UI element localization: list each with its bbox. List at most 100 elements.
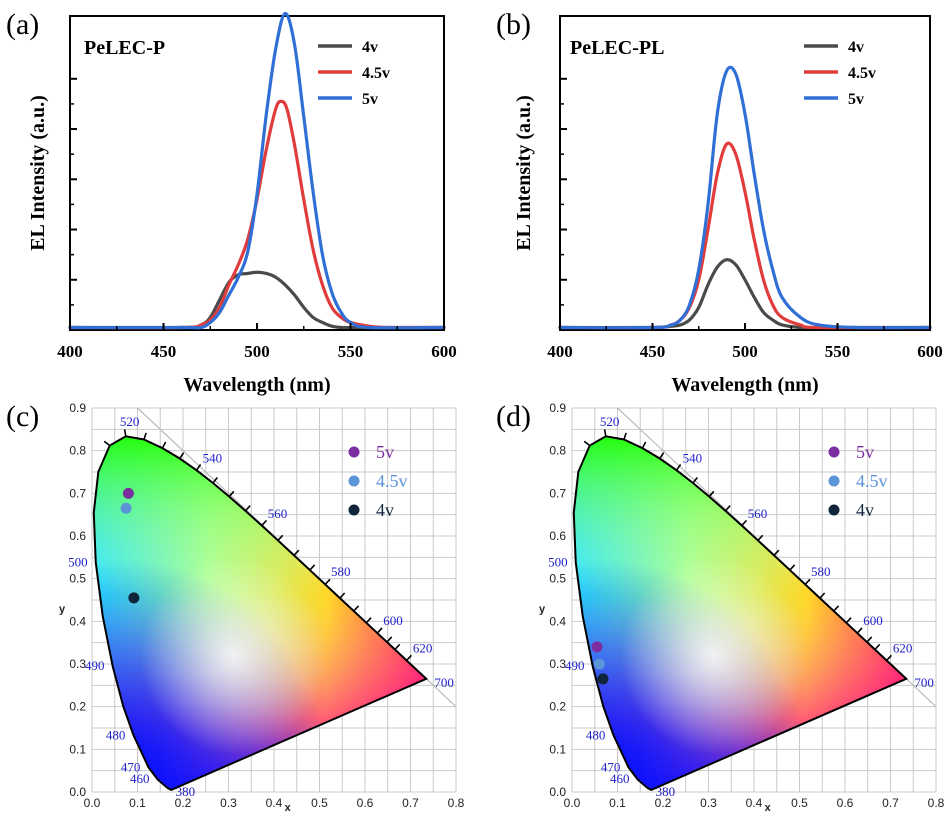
locus-tick-d-13 — [623, 432, 627, 440]
locus-tick-d-23 — [789, 564, 796, 571]
x-tick-label-d-5: 0.5 — [791, 796, 808, 810]
cie-legend-dot-d-1 — [828, 475, 840, 487]
y-tick-label-d-2: 0.2 — [549, 700, 566, 714]
x-tick-label-c-8: 0.8 — [448, 796, 465, 810]
wavelength-label-d-4: 490 — [565, 658, 585, 673]
wavelength-label-c-4: 490 — [85, 658, 105, 673]
x-tick-label-a-0: 400 — [57, 342, 83, 361]
cie-point-c-0 — [122, 487, 134, 499]
locus-tick-c-30 — [394, 643, 401, 651]
y-tick-label-d-8: 0.8 — [549, 444, 566, 458]
locus-tick-c-29 — [386, 636, 393, 643]
wavelength-label-d-7: 540 — [683, 450, 703, 465]
x-tick-label-d-7: 0.7 — [882, 796, 899, 810]
spectral-locus-c — [92, 435, 429, 791]
wavelength-label-c-10: 600 — [383, 613, 403, 628]
series-line-a-2 — [68, 11, 446, 330]
cie-legend-label-c-0: 5v — [376, 442, 394, 462]
y-tick-label-c-9: 0.9 — [69, 401, 86, 415]
locus-tick-c-13 — [143, 432, 147, 440]
y-tick-label-d-9: 0.9 — [549, 401, 566, 415]
y-ticks-b — [560, 77, 567, 306]
panel-letter-a: (a) — [6, 8, 39, 41]
wavelength-label-c-0: 380 — [176, 784, 196, 799]
series-line-b-2 — [558, 65, 932, 330]
x-tick-label-b-3: 550 — [825, 342, 851, 361]
wavelength-label-d-6: 520 — [600, 414, 620, 429]
x-axis-title-a: Wavelength (nm) — [183, 374, 330, 396]
wavelength-label-d-8: 560 — [748, 506, 768, 521]
locus-tick-c-20 — [261, 519, 268, 527]
panel-b-spectrum: (b) PeLEC-PL 400 450 500 550 600 4v 4.5v 5v Wa… — [496, 8, 943, 396]
gamut-fill-white-d — [573, 436, 907, 790]
cie-legend-label-d-1: 4.5v — [856, 471, 888, 491]
wavelength-label-c-12: 700 — [434, 675, 454, 690]
x-tick-label-c-1: 0.1 — [129, 796, 146, 810]
locus-tick-d-17 — [692, 477, 698, 484]
y-tick-label-d-5: 0.5 — [549, 572, 566, 586]
x-tick-label-d-8: 0.8 — [928, 796, 944, 810]
x-tick-label-d-0: 0.0 — [564, 796, 581, 810]
locus-tick-c-21 — [277, 534, 284, 541]
x-axis-letter-c: x — [285, 802, 292, 814]
locus-tick-d-20 — [741, 519, 748, 527]
cie-legend-dot-c-2 — [348, 504, 360, 516]
legend-a: 4v 4.5v 5v — [318, 39, 390, 108]
series-lines-a — [68, 11, 446, 330]
y-axis-letter-d: y — [539, 604, 546, 616]
y-tick-label-c-8: 0.8 — [69, 444, 86, 458]
y-tick-label-c-4: 0.4 — [69, 614, 86, 628]
wavelength-label-d-2: 470 — [601, 759, 621, 774]
wavelength-label-c-8: 560 — [268, 506, 288, 521]
wavelength-label-d-12: 700 — [914, 675, 934, 690]
x-tick-label-c-5: 0.5 — [311, 796, 328, 810]
y-tick-label-d-0: 0.0 — [549, 785, 566, 799]
plot-title-a: PeLEC-P — [84, 37, 165, 59]
locus-tick-c-19 — [244, 505, 251, 512]
x-tick-label-c-0: 0.0 — [84, 796, 101, 810]
y-axis-title-b: EL Intensity (a.u.) — [513, 95, 535, 251]
x-tick-label-d-4: 0.4 — [746, 796, 763, 810]
locus-tick-c-15 — [179, 452, 185, 459]
x-tick-label-c-6: 0.6 — [357, 796, 374, 810]
y-tick-label-c-1: 0.1 — [69, 742, 86, 756]
locus-tick-d-28 — [856, 627, 863, 634]
locus-tick-d-19 — [724, 505, 731, 512]
x-ticks-b: 400 450 500 550 600 — [547, 323, 943, 361]
wavelength-label-d-5: 500 — [548, 554, 568, 569]
legend-label-a-1: 4.5v — [362, 65, 390, 82]
locus-tick-c-22 — [293, 549, 300, 556]
locus-tick-c-12 — [123, 429, 127, 437]
y-tick-label-c-0: 0.0 — [69, 785, 86, 799]
locus-tick-d-14 — [641, 441, 647, 449]
spectral-locus-d — [572, 435, 909, 791]
gamut-fill-white-c — [93, 436, 427, 790]
plot-frame-a — [69, 15, 445, 331]
cie-point-c-1 — [120, 502, 132, 514]
locus-tick-d-24 — [804, 578, 811, 585]
locus-tick-d-18 — [708, 490, 715, 498]
x-tick-label-d-3: 0.3 — [700, 796, 717, 810]
locus-tick-d-26 — [833, 605, 840, 612]
cie-legend-label-d-0: 5v — [856, 442, 874, 462]
y-tick-label-c-2: 0.2 — [69, 700, 86, 714]
x-tick-label-a-2: 500 — [244, 342, 270, 361]
wavelength-label-d-1: 460 — [610, 771, 630, 786]
locus-tick-c-18 — [228, 490, 235, 498]
locus-tick-d-11 — [583, 440, 591, 447]
x-tick-label-d-1: 0.1 — [609, 796, 626, 810]
x-tick-label-d-6: 0.6 — [837, 796, 854, 810]
wavelength-label-c-6: 520 — [120, 414, 140, 429]
x-tick-label-c-4: 0.4 — [266, 796, 283, 810]
cie-point-d-0 — [591, 641, 603, 653]
x-ticks-a: 400 450 500 550 600 — [57, 323, 457, 361]
y-tick-label-d-7: 0.7 — [549, 486, 566, 500]
y-ticks-a — [70, 77, 77, 306]
x-axis-title-b: Wavelength (nm) — [671, 374, 818, 396]
x-tick-label-a-3: 550 — [338, 342, 364, 361]
y-tick-label-c-6: 0.6 — [69, 529, 86, 543]
locus-tick-d-25 — [819, 592, 826, 599]
series-line-a-0 — [68, 270, 446, 330]
y-tick-label-c-7: 0.7 — [69, 486, 86, 500]
